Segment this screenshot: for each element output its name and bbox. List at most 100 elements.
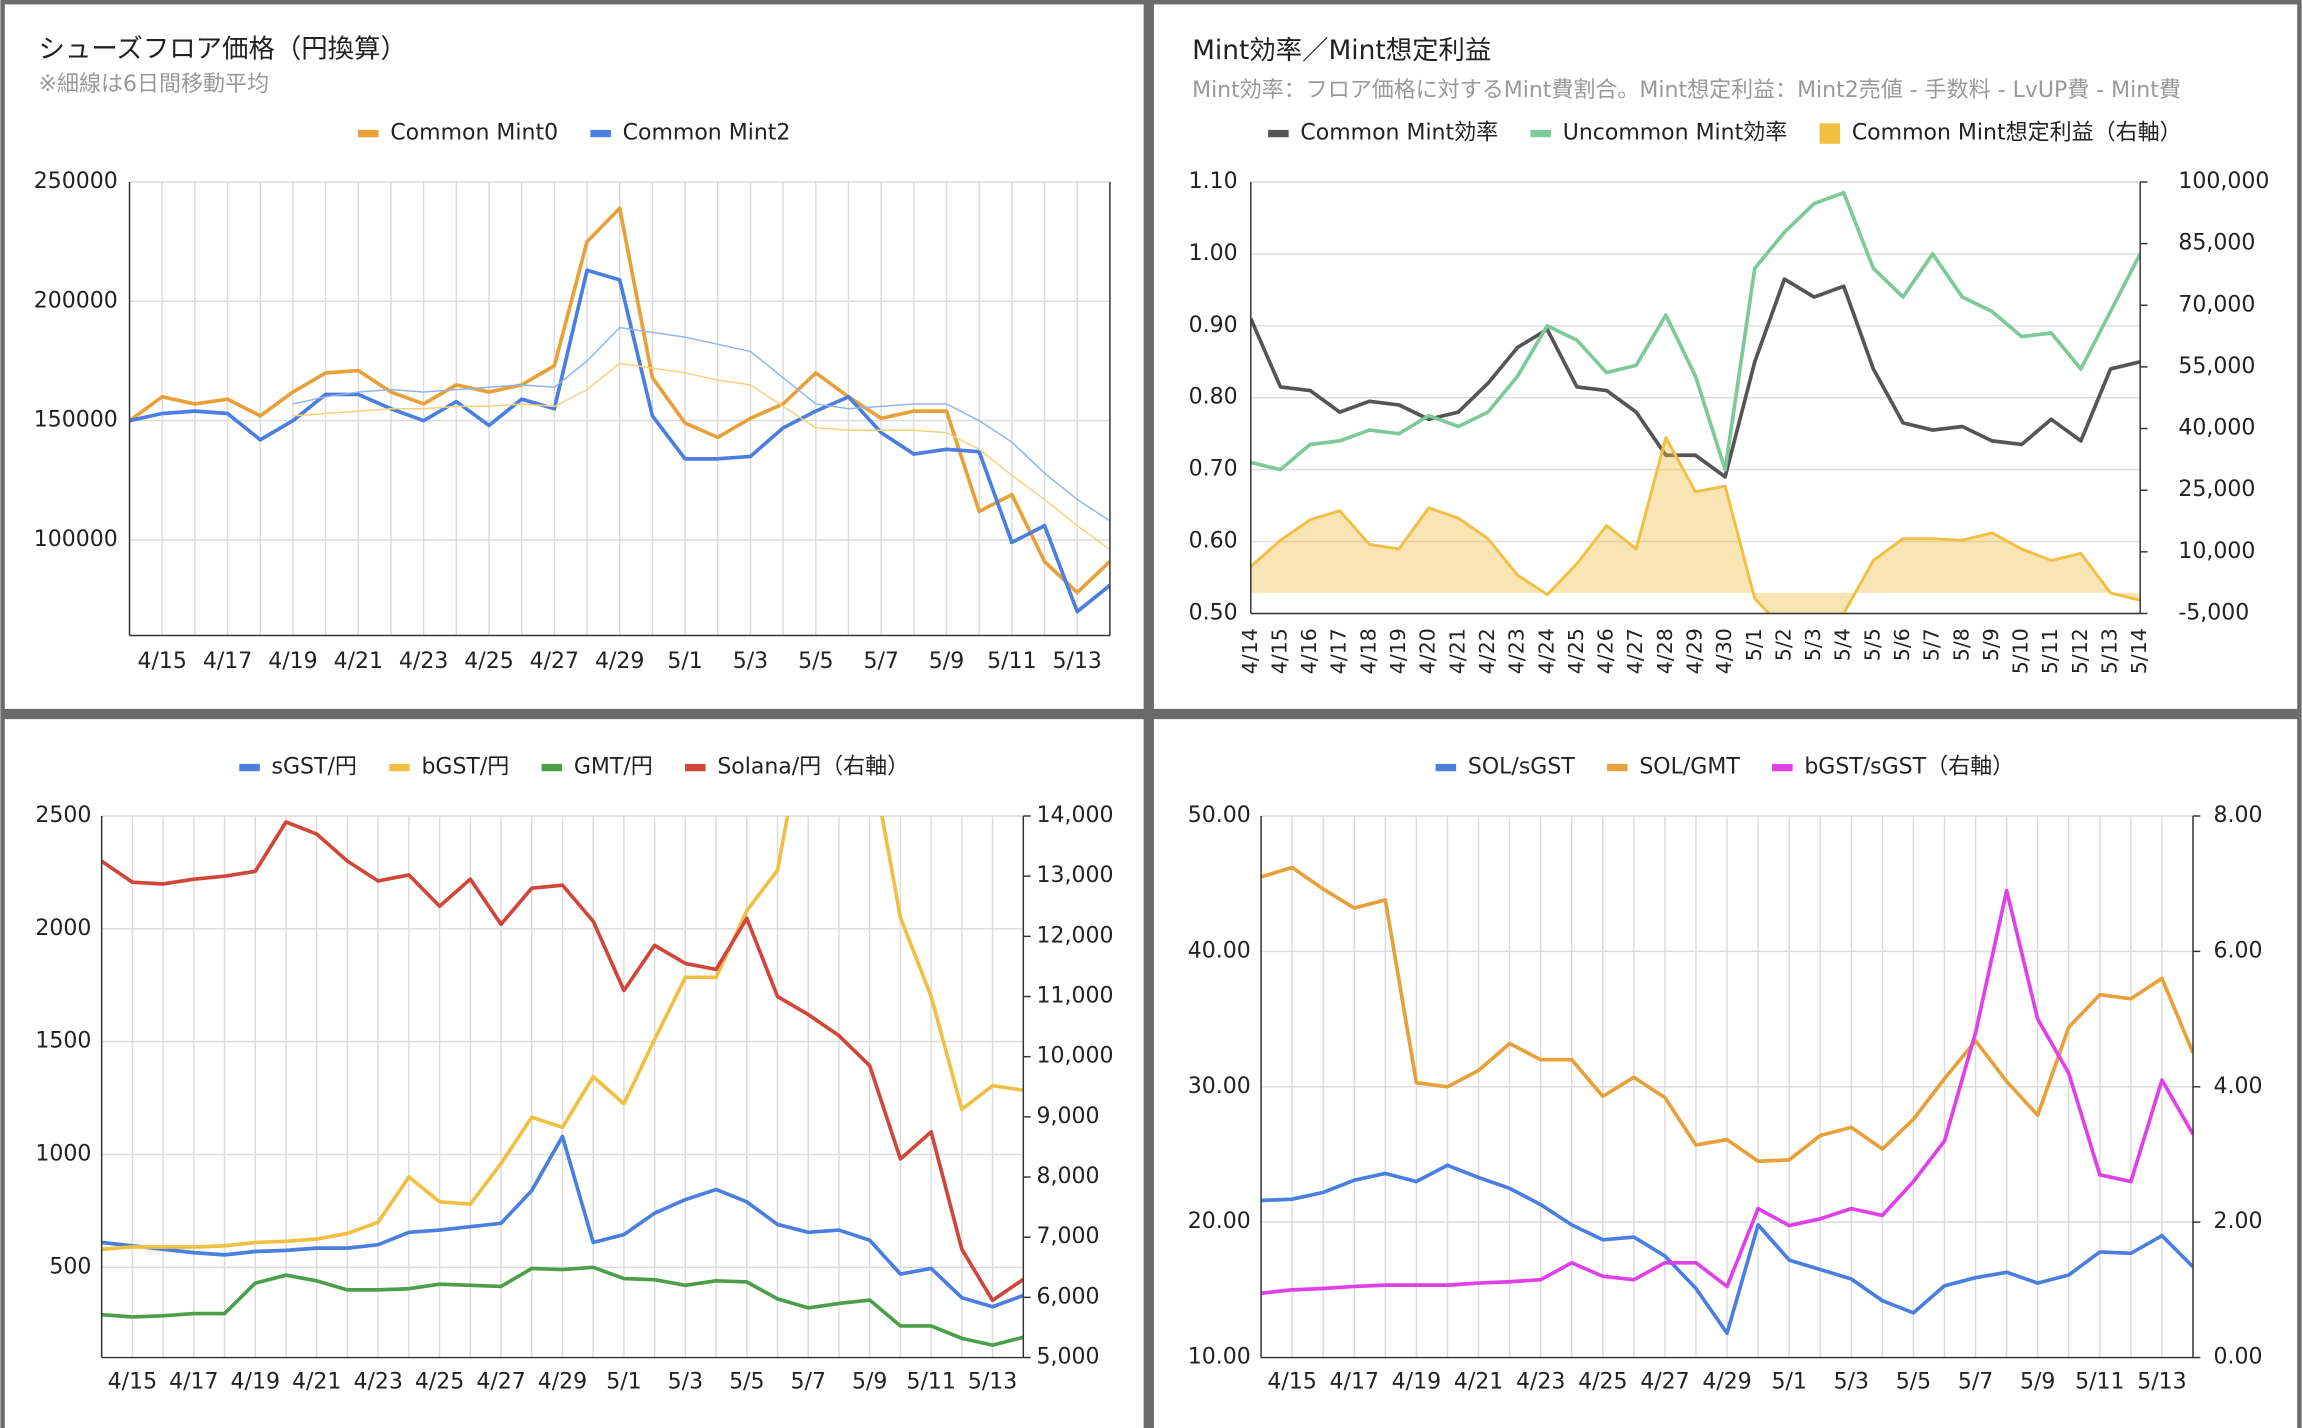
x-tick-label: 5/3 — [668, 1370, 703, 1395]
x-tick-label: 4/29 — [1682, 628, 1706, 674]
x-tick-label: 5/13 — [1053, 649, 1102, 674]
x-tick-label: 4/15 — [1267, 628, 1291, 674]
x-tick-label: 4/19 — [268, 649, 317, 674]
x-tick-label: 4/25 — [464, 649, 513, 674]
chart-title: シューズフロア価格（円換算） — [39, 33, 407, 64]
legend-label: SOL/GMT — [1639, 755, 1740, 780]
legend-label: SOL/sGST — [1468, 755, 1575, 780]
x-tick-label: 5/6 — [1890, 628, 1914, 661]
x-tick-label: 4/26 — [1594, 628, 1618, 674]
x-tick-label: 4/23 — [1516, 1370, 1565, 1395]
legend: SOL/sGST SOL/GMT bGST/sGST（右軸） — [1435, 755, 2014, 780]
x-tick-label: 5/7 — [863, 649, 898, 674]
x-tick-label: 4/21 — [334, 649, 383, 674]
x-tick-label: 5/9 — [2020, 1370, 2055, 1395]
area — [1250, 437, 2141, 614]
x-tick-label: 5/9 — [852, 1370, 887, 1395]
legend-label: bGST/円 — [421, 755, 509, 780]
line — [101, 1265, 1024, 1347]
line — [292, 362, 1110, 551]
x-tick-label: 4/15 — [1267, 1370, 1316, 1395]
y2-tick-label: 4.00 — [2214, 1074, 2263, 1099]
y-tick-label: 40.00 — [1188, 938, 1251, 963]
x-tick-label: 4/17 — [203, 649, 252, 674]
x-tick-label: 4/21 — [1454, 1370, 1503, 1395]
x-tick-label: 5/11 — [906, 1370, 955, 1395]
legend-swatch — [1530, 129, 1551, 138]
y2-tick-label: 10,000 — [1037, 1044, 1114, 1069]
x-tick-label: 4/21 — [1445, 628, 1469, 674]
y2-tick-label: 11,000 — [1037, 984, 1114, 1009]
legend-label: Common Mint2 — [623, 121, 791, 146]
legend: sGST/円 bGST/円 GMT/円 Solana/円（右軸） — [239, 755, 909, 780]
y-tick-label: 10.00 — [1188, 1345, 1251, 1370]
x-tick-label: 5/5 — [729, 1370, 764, 1395]
y2-tick-label: 40,000 — [2178, 416, 2255, 441]
legend-label: Common Mint0 — [390, 121, 558, 146]
legend-label: bGST/sGST（右軸） — [1804, 755, 2014, 780]
legend-swatch — [590, 129, 611, 138]
x-tick-label: 5/14 — [2127, 628, 2151, 674]
y2-tick-label: 85,000 — [2178, 231, 2255, 256]
chart-subtitle: ※細線は6日間移動平均 — [39, 72, 269, 97]
legend-swatch — [541, 763, 563, 772]
x-tick-label: 4/29 — [538, 1370, 587, 1395]
x-tick-label: 5/10 — [2009, 628, 2033, 674]
legend-label: Uncommon Mint効率 — [1563, 121, 1788, 146]
y-tick-label: 150000 — [34, 408, 118, 433]
x-tick-label: 4/27 — [530, 649, 579, 674]
legend-swatch — [239, 763, 260, 772]
x-tick-label: 4/28 — [1653, 628, 1677, 674]
x-tick-label: 5/5 — [1860, 628, 1884, 661]
chart-title: Mint効率／Mint想定利益 — [1192, 35, 1491, 66]
x-tick-label: 4/23 — [399, 649, 448, 674]
panel — [1153, 719, 2298, 1428]
legend-label: GMT/円 — [574, 755, 653, 780]
line — [101, 1134, 1024, 1309]
x-tick-label: 5/1 — [606, 1370, 641, 1395]
y2-tick-label: -5,000 — [2178, 600, 2249, 625]
line — [1250, 277, 2141, 479]
x-tick-label: 4/27 — [476, 1370, 525, 1395]
x-tick-label: 5/12 — [2068, 628, 2092, 674]
legend-label: sGST/円 — [272, 755, 357, 780]
area-line — [1250, 436, 2141, 614]
x-tick-label: 5/4 — [1831, 628, 1855, 661]
x-tick-label: 5/1 — [1771, 1370, 1806, 1395]
x-tick-label: 4/25 — [415, 1370, 464, 1395]
legend-swatch — [1607, 763, 1628, 772]
y2-tick-label: 10,000 — [2178, 539, 2255, 564]
y-tick-label: 500 — [49, 1254, 91, 1279]
x-tick-label: 5/8 — [1949, 628, 1973, 661]
x-tick-label: 4/17 — [1330, 1370, 1379, 1395]
x-tick-label: 4/19 — [1392, 1370, 1441, 1395]
y2-tick-label: 8.00 — [2214, 803, 2263, 828]
y2-tick-label: 6,000 — [1037, 1284, 1100, 1309]
x-tick-label: 5/9 — [929, 649, 964, 674]
x-tick-label: 5/13 — [968, 1370, 1017, 1395]
line — [1261, 865, 2194, 1164]
y2-tick-label: 70,000 — [2178, 292, 2255, 317]
y-tick-label: 50.00 — [1188, 803, 1251, 828]
y-tick-label: 100000 — [34, 527, 118, 552]
y-tick-label: 0.90 — [1189, 313, 1238, 338]
y-tick-label: 30.00 — [1188, 1074, 1251, 1099]
legend-swatch — [389, 763, 410, 772]
y2-tick-label: 7,000 — [1037, 1224, 1100, 1249]
legend-swatch — [1772, 763, 1793, 772]
x-tick-label: 5/13 — [2137, 1370, 2186, 1395]
x-tick-label: 5/11 — [2038, 628, 2062, 674]
legend-label: Solana/円（右軸） — [717, 755, 909, 780]
y2-tick-label: 2.00 — [2214, 1209, 2263, 1234]
x-tick-label: 4/23 — [1505, 628, 1529, 674]
x-tick-label: 5/3 — [1834, 1370, 1869, 1395]
x-tick-label: 4/15 — [108, 1370, 157, 1395]
y-tick-label: 2500 — [35, 803, 91, 828]
x-tick-label: 4/17 — [1327, 628, 1351, 674]
y2-tick-label: 5,000 — [1037, 1345, 1100, 1370]
y-tick-label: 20.00 — [1188, 1209, 1251, 1234]
line — [1261, 1163, 2194, 1336]
legend-label: Common Mint効率 — [1300, 121, 1498, 146]
legend-swatch — [358, 129, 379, 138]
y-tick-label: 250000 — [34, 169, 118, 194]
